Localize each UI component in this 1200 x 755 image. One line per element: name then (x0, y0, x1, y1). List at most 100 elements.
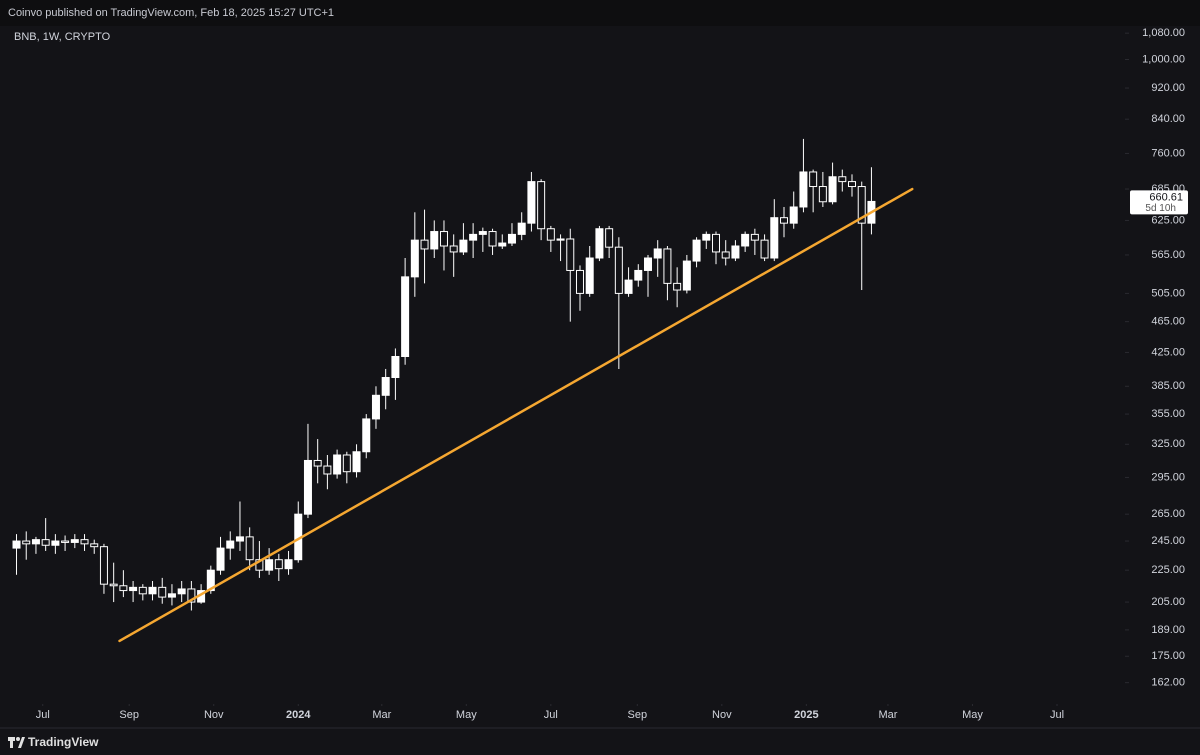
candle-body (789, 206, 798, 224)
candle-body (517, 222, 526, 235)
candle-body (323, 465, 332, 475)
candle-body (614, 246, 623, 294)
candle-body (51, 540, 60, 546)
candle-body (498, 242, 507, 247)
x-tick-label: Nov (712, 709, 732, 721)
candle-body (731, 245, 740, 259)
candle-body (439, 231, 448, 247)
candle-body (148, 586, 157, 595)
y-tick-label: 205.00 (1151, 596, 1185, 608)
candle-body (595, 228, 604, 259)
candle-body (692, 239, 701, 262)
candle-body (362, 418, 371, 453)
candle-body (313, 459, 322, 467)
candle-body (235, 536, 244, 542)
candle-body (167, 593, 176, 598)
candle-body (284, 559, 293, 570)
candle-body (187, 588, 196, 603)
y-tick-label: 1,000.00 (1142, 53, 1185, 65)
footer-brand: TradingView (28, 735, 99, 749)
candle-body (507, 233, 516, 244)
candle-body (245, 536, 254, 561)
y-tick-label: 760.00 (1151, 147, 1185, 159)
candle-body (857, 186, 866, 224)
header: Coinvo published on TradingView.com, Feb… (8, 7, 334, 19)
candle-body (838, 176, 847, 183)
candle-body (381, 377, 390, 396)
x-tick-label: Mar (878, 709, 897, 721)
candle-body (488, 231, 497, 247)
y-tick-label: 425.00 (1151, 346, 1185, 358)
candle-body (90, 543, 99, 548)
y-tick-label: 385.00 (1151, 380, 1185, 392)
x-tick-label: Jul (36, 709, 50, 721)
candle-body (22, 540, 31, 545)
price-label: 660.61 (1149, 191, 1183, 203)
header-bar (0, 0, 1200, 26)
candle-body (226, 540, 235, 549)
price-label-box (1130, 190, 1188, 215)
candle-body (430, 231, 439, 250)
candle-body (848, 181, 857, 188)
y-tick-label: 175.00 (1151, 650, 1185, 662)
candle-body (265, 559, 274, 571)
y-tick-label: 189.00 (1151, 624, 1185, 636)
candle-body (138, 586, 147, 595)
x-tick-label: Sep (119, 709, 139, 721)
candle-body (624, 279, 633, 294)
candle-body (80, 539, 89, 545)
candle-body (537, 181, 546, 230)
y-tick-label: 625.00 (1151, 214, 1185, 226)
candle-body (459, 239, 468, 253)
candle-body (410, 239, 419, 278)
candle-body (556, 238, 565, 241)
tradingview-logo (8, 737, 25, 748)
candle-body (643, 257, 652, 271)
x-tick-label: May (962, 709, 983, 721)
candle-body (99, 546, 108, 585)
candle-body (770, 217, 779, 259)
candle-body (303, 459, 312, 515)
candle-body (391, 355, 400, 379)
candle-body (634, 269, 643, 281)
x-tick-label: May (456, 709, 477, 721)
candle-body (702, 233, 711, 241)
y-tick-label: 162.00 (1151, 677, 1185, 689)
candle-body (527, 181, 536, 224)
candle-body (129, 586, 138, 592)
candle-body (673, 282, 682, 291)
y-tick-label: 265.00 (1151, 508, 1185, 520)
candle-body (780, 217, 789, 224)
candle-body (711, 233, 720, 253)
candle-body (682, 260, 691, 291)
candle-body (352, 451, 361, 473)
candle-body (741, 233, 750, 247)
y-tick-label: 295.00 (1151, 471, 1185, 483)
candle-body (575, 269, 584, 294)
candle-body (546, 228, 555, 241)
candle-body (41, 539, 50, 546)
y-tick-label: 840.00 (1151, 113, 1185, 125)
candle-body (274, 559, 283, 570)
candle-body (828, 176, 837, 203)
y-tick-label: 565.00 (1151, 249, 1185, 261)
candle-body (109, 583, 118, 587)
candle-body (605, 228, 614, 248)
candle-body (216, 547, 225, 571)
x-tick-label: Jul (1050, 709, 1064, 721)
y-tick-label: 920.00 (1151, 82, 1185, 94)
candle-body (255, 559, 264, 571)
candle-body (61, 540, 70, 543)
candle-body (401, 276, 410, 357)
candle-body (799, 171, 808, 208)
candle-body (206, 569, 215, 592)
x-tick-label: Nov (204, 709, 224, 721)
candle-body (119, 585, 128, 592)
countdown-label: 5d 10h (1145, 203, 1176, 214)
x-tick-label: 2024 (286, 709, 311, 721)
candle-body (12, 540, 21, 549)
candle-body (750, 233, 759, 241)
chart-title: BNB, 1W, CRYPTO (14, 31, 111, 43)
candle-body (333, 454, 342, 475)
